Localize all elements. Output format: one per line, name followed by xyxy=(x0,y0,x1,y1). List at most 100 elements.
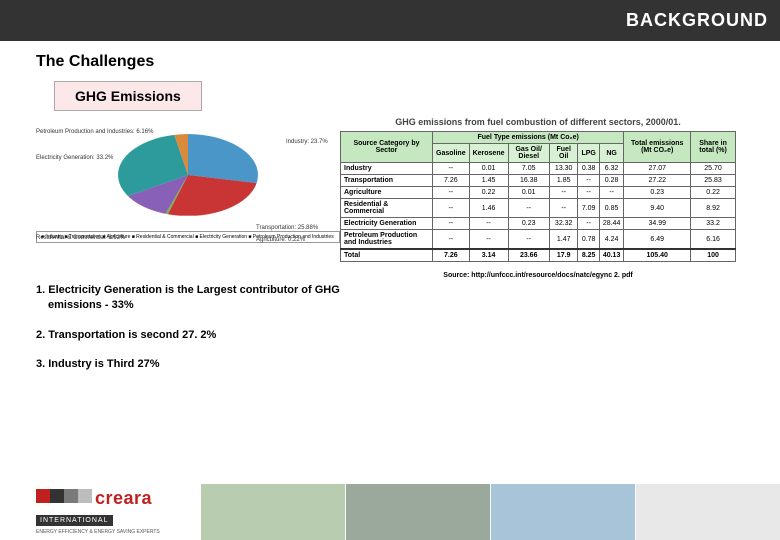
right-column: GHG emissions from fuel combustion of di… xyxy=(340,117,744,387)
logo-text: creara xyxy=(95,488,152,509)
col-fuel: Kerosene xyxy=(469,144,508,163)
cell: -- xyxy=(469,230,508,250)
logo-square xyxy=(78,489,92,503)
col-sector: Source Category by Sector xyxy=(341,132,433,163)
cell: 27.22 xyxy=(624,175,691,187)
row-label: Total xyxy=(341,249,433,262)
cell: 40.13 xyxy=(599,249,624,262)
logo-square xyxy=(50,489,64,503)
cell: 6.49 xyxy=(624,230,691,250)
footer-image xyxy=(200,484,345,540)
footer: creara INTERNATIONAL ENERGY EFFICIENCY &… xyxy=(0,484,780,540)
cell: 6.32 xyxy=(599,163,624,175)
row-label: Electricity Generation xyxy=(341,218,433,230)
cell: 9.40 xyxy=(624,199,691,218)
cell: -- xyxy=(433,163,470,175)
row-label: Agriculture xyxy=(341,187,433,199)
pie-callout: Agriculture: 0.22% xyxy=(256,237,305,244)
cell: 7.09 xyxy=(578,199,599,218)
footer-image xyxy=(635,484,780,540)
left-column: Industry: 23.7% Transportation: 25.88% Agr… xyxy=(0,117,340,387)
col-fuel: Gas Oil/ Diesel xyxy=(508,144,549,163)
emissions-table: Source Category by Sector Fuel Type emis… xyxy=(340,131,736,262)
cell: -- xyxy=(549,187,577,199)
cell: 1.47 xyxy=(549,230,577,250)
cell: 7.26 xyxy=(433,175,470,187)
cell: 1.46 xyxy=(469,199,508,218)
logo-square xyxy=(64,489,78,503)
cell: -- xyxy=(433,218,470,230)
cell: 16.38 xyxy=(508,175,549,187)
footer-image xyxy=(345,484,490,540)
source-text: Source: http://unfccc.int/resource/docs/… xyxy=(340,272,736,279)
footer-image xyxy=(490,484,635,540)
table-row: Transportation7.261.4516.381.85--0.2827.… xyxy=(341,175,736,187)
table-row: Residential & Commercial--1.46----7.090.… xyxy=(341,199,736,218)
logo: creara INTERNATIONAL ENERGY EFFICIENCY &… xyxy=(0,484,200,540)
logo-tagline: ENERGY EFFICIENCY & ENERGY SAVING EXPERT… xyxy=(36,529,200,535)
cell: 0.78 xyxy=(578,230,599,250)
row-label: Industry xyxy=(341,163,433,175)
cell: 7.05 xyxy=(508,163,549,175)
cell: 34.99 xyxy=(624,218,691,230)
cell: 0.23 xyxy=(624,187,691,199)
cell: 105.40 xyxy=(624,249,691,262)
bullet-list: 1. Electricity Generation is the Largest… xyxy=(36,283,340,373)
table-row: Petroleum Production and Industries-----… xyxy=(341,230,736,250)
total-row: Total7.263.1423.6617.98.2540.13105.40100 xyxy=(341,249,736,262)
header-bar: BACKGROUND xyxy=(0,0,780,41)
cell: -- xyxy=(578,175,599,187)
cell: 25.70 xyxy=(691,163,736,175)
col-share: Share in total (%) xyxy=(691,132,736,163)
col-fuel: LPG xyxy=(578,144,599,163)
col-total: Total emissions (Mt CO₂e) xyxy=(624,132,691,163)
bullet-item: 2. Transportation is second 27. 2% xyxy=(48,328,340,343)
row-label: Transportation xyxy=(341,175,433,187)
cell: 28.44 xyxy=(599,218,624,230)
cell: 27.07 xyxy=(624,163,691,175)
cell: 25.83 xyxy=(691,175,736,187)
cell: 13.30 xyxy=(549,163,577,175)
table-row: Agriculture--0.220.01------0.230.22 xyxy=(341,187,736,199)
pie-callout: Industry: 23.7% xyxy=(286,139,328,146)
col-fuel: NG xyxy=(599,144,624,163)
subtitle: The Challenges xyxy=(36,53,780,71)
ghg-label: GHG Emissions xyxy=(54,81,202,111)
cell: 32.32 xyxy=(549,218,577,230)
cell: -- xyxy=(508,230,549,250)
col-fueltype: Fuel Type emissions (Mt Co₂e) xyxy=(433,132,624,144)
row-label: Residential & Commercial xyxy=(341,199,433,218)
pie-chart: Industry: 23.7% Transportation: 25.88% Agr… xyxy=(36,125,340,265)
bullet-item: 1. Electricity Generation is the Largest… xyxy=(48,283,340,314)
pie-callout: Transportation: 25.88% xyxy=(256,225,318,232)
cell: 6.16 xyxy=(691,230,736,250)
cell: -- xyxy=(433,230,470,250)
cell: 0.85 xyxy=(599,199,624,218)
cell: 8.92 xyxy=(691,199,736,218)
cell: -- xyxy=(578,187,599,199)
cell: 3.14 xyxy=(469,249,508,262)
cell: 8.25 xyxy=(578,249,599,262)
cell: 0.28 xyxy=(599,175,624,187)
cell: -- xyxy=(549,199,577,218)
cell: 0.23 xyxy=(508,218,549,230)
table-title: GHG emissions from fuel combustion of di… xyxy=(340,117,736,127)
cell: -- xyxy=(578,218,599,230)
cell: 0.22 xyxy=(469,187,508,199)
cell: -- xyxy=(433,199,470,218)
cell: 0.01 xyxy=(469,163,508,175)
col-fuel: Fuel Oil xyxy=(549,144,577,163)
row-label: Petroleum Production and Industries xyxy=(341,230,433,250)
cell: -- xyxy=(599,187,624,199)
table-row: Electricity Generation----0.2332.32--28.… xyxy=(341,218,736,230)
pie-callout: Residential & Commercial: 8.92% xyxy=(36,235,125,242)
cell: 7.26 xyxy=(433,249,470,262)
logo-square xyxy=(36,489,50,503)
cell: 0.01 xyxy=(508,187,549,199)
cell: 23.66 xyxy=(508,249,549,262)
cell: 17.9 xyxy=(549,249,577,262)
cell: 100 xyxy=(691,249,736,262)
pie-callout: Electricity Generation: 33.2% xyxy=(36,155,113,162)
col-fuel: Gasoline xyxy=(433,144,470,163)
cell: 1.85 xyxy=(549,175,577,187)
